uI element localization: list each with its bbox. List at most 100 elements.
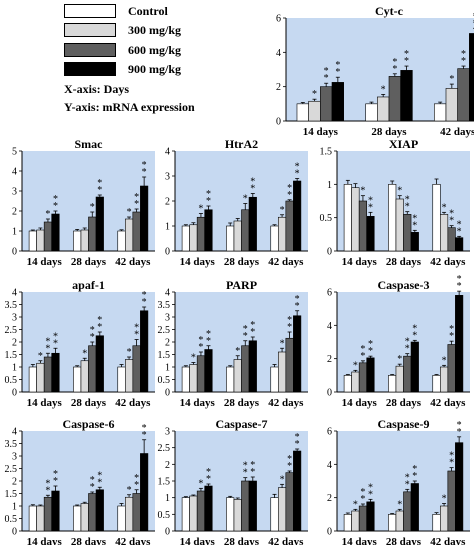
y-tick-label: 1.5	[158, 477, 171, 488]
bar	[51, 352, 60, 393]
significance-marker: *	[243, 461, 248, 472]
significance-marker: *	[405, 479, 410, 490]
significance-marker: *	[368, 489, 373, 500]
significance-marker: *	[134, 330, 139, 341]
bar	[73, 505, 82, 532]
bar	[455, 442, 464, 532]
bar	[196, 216, 206, 252]
significance-marker: *	[142, 167, 147, 178]
bar	[277, 216, 287, 252]
bar	[270, 225, 279, 252]
x-tick-label: 42 days	[440, 126, 474, 138]
chart-title: Caspase-7	[215, 417, 267, 431]
significance-marker: *	[97, 185, 102, 196]
x-tick-label: 42 days	[430, 397, 466, 409]
x-tick-label: 28 days	[71, 536, 107, 545]
bar	[365, 103, 378, 122]
significance-marker: *	[397, 499, 402, 510]
y-tick-label: 0	[165, 388, 170, 399]
significance-marker: *	[397, 186, 402, 197]
significance-marker: *	[412, 323, 417, 334]
chart-title: Cyt-c	[375, 4, 404, 18]
bar	[204, 349, 213, 393]
significance-marker: *	[90, 325, 95, 336]
bar	[189, 224, 198, 252]
legend-swatch	[64, 43, 116, 57]
significance-marker: *	[243, 324, 248, 335]
significance-marker: *	[206, 329, 211, 340]
y-tick-label: 2.5	[5, 464, 18, 475]
y-tick-label: 2.5	[158, 443, 171, 454]
y-tick-label: 4	[276, 48, 281, 59]
chart-panel-apaf-1: apaf-100.511.522.533.54*****14 days*****…	[5, 278, 155, 409]
bar	[395, 510, 404, 532]
bar	[73, 366, 82, 393]
significance-marker: *	[206, 189, 211, 200]
y-tick-label: 1	[165, 363, 170, 374]
bar	[277, 487, 287, 532]
significance-marker: *	[392, 64, 397, 75]
y-tick-label: 3	[12, 452, 17, 463]
significance-marker: *	[295, 432, 300, 443]
significance-marker: *	[206, 474, 211, 485]
bar	[248, 196, 257, 252]
significance-marker: *	[198, 342, 203, 353]
x-tick-label: 14 days	[180, 397, 216, 409]
y-tick-label: 3.5	[5, 300, 18, 311]
y-tick-label: 3	[12, 313, 17, 324]
significance-marker: *	[53, 194, 58, 205]
chart-panel-caspase-7: Caspase-700.511.522.53***14 days****28 d…	[158, 417, 308, 545]
x-tick-label: 28 days	[386, 536, 422, 545]
x-tick-label: 14 days	[180, 536, 216, 545]
chart-title: apaf-1	[72, 278, 105, 292]
legend-label: Control	[128, 3, 168, 18]
y-tick-label: 3	[165, 313, 170, 324]
bar	[95, 335, 104, 393]
y-tick-label: 4	[12, 288, 17, 299]
bar	[351, 510, 360, 532]
significance-marker: *	[250, 327, 255, 338]
bar	[28, 505, 37, 532]
significance-marker: *	[250, 177, 255, 188]
significance-marker: *	[368, 195, 373, 206]
significance-marker: *	[38, 351, 43, 362]
bar	[410, 483, 419, 532]
y-tick-label: 0.5	[5, 514, 18, 525]
bar	[455, 295, 464, 393]
y-tick-label: 1	[165, 222, 170, 233]
bar	[88, 345, 97, 393]
bar	[80, 360, 89, 393]
x-tick-label: 14 days	[27, 397, 63, 409]
significance-marker: *	[280, 338, 285, 349]
legend-item-600: 600 mg/kg	[64, 42, 181, 58]
significance-marker: *	[368, 482, 373, 493]
significance-marker: *	[449, 458, 454, 469]
significance-marker: *	[134, 323, 139, 334]
significance-marker: *	[280, 474, 285, 485]
significance-marker: *	[287, 322, 292, 333]
bar	[95, 196, 104, 252]
bar	[285, 200, 294, 252]
legend-swatch	[64, 23, 116, 37]
significance-marker: *	[206, 467, 211, 478]
significance-marker: *	[449, 331, 454, 342]
y-axis-note: Y-axis: mRNA expression	[64, 100, 195, 114]
significance-marker: *	[360, 186, 365, 197]
bar	[95, 489, 104, 532]
significance-marker: *	[449, 324, 454, 335]
significance-marker: *	[295, 169, 300, 180]
legend-item-900: 900 mg/kg	[64, 61, 181, 77]
x-tick-label: 14 days	[303, 126, 339, 138]
significance-marker: *	[45, 343, 50, 354]
y-tick-label: 1.5	[5, 489, 18, 500]
significance-marker: *	[295, 162, 300, 173]
legend-swatch	[64, 4, 116, 18]
bar	[308, 100, 321, 122]
significance-marker: *	[324, 73, 329, 84]
x-tick-label: 28 days	[71, 256, 107, 268]
significance-marker: *	[243, 331, 248, 342]
bar	[447, 344, 456, 393]
y-tick-label: 1.5	[158, 350, 171, 361]
